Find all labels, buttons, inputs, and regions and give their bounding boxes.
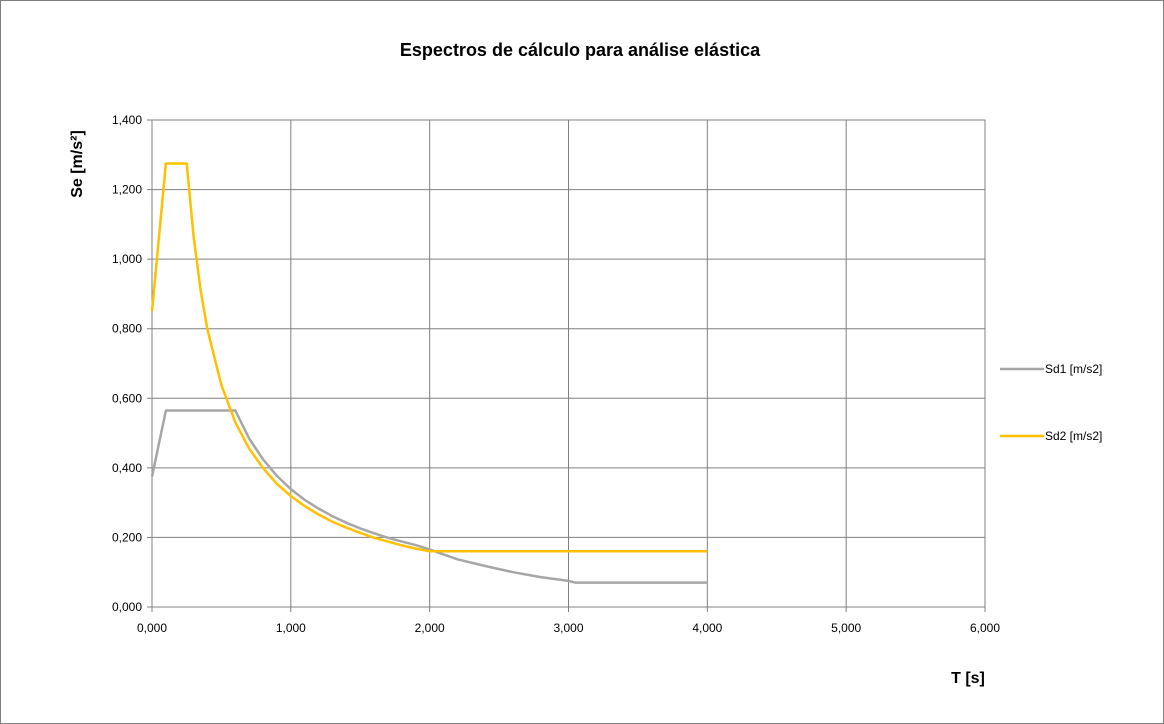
x-tick-label: 6,000	[970, 621, 1000, 635]
y-tick-label: 0,200	[112, 530, 142, 544]
legend-label-sd2: Sd2 [m/s2]	[1045, 429, 1102, 443]
y-tick-label: 0,400	[112, 461, 142, 475]
y-tick-label: 0,000	[112, 600, 142, 614]
x-tick-label: 1,000	[276, 621, 306, 635]
axis-ticks: 0,000 1,000 2,000 3,000 4,000 5,000 6,000 0,000…	[112, 113, 1000, 635]
y-axis-label: Se [m/s²]	[69, 130, 86, 198]
y-tick-label: 0,600	[112, 391, 142, 405]
x-axis-label: T [s]	[951, 670, 985, 687]
y-tick-label: 1,000	[112, 252, 142, 266]
legend-label-sd1: Sd1 [m/s2]	[1045, 362, 1102, 376]
x-tick-label: 5,000	[831, 621, 861, 635]
x-tick-label: 0,000	[137, 621, 167, 635]
legend: Sd1 [m/s2] Sd2 [m/s2]	[1000, 362, 1102, 443]
x-tick-label: 4,000	[692, 621, 722, 635]
series-line-sd1	[150, 409, 708, 584]
series-line-sd2	[150, 162, 708, 553]
chart-title: Espectros de cálculo para análise elásti…	[400, 40, 761, 60]
y-tick-label: 1,200	[112, 183, 142, 197]
y-tick-label: 1,400	[112, 113, 142, 127]
grid	[151, 119, 986, 608]
x-tick-label: 3,000	[553, 621, 583, 635]
series-lines	[150, 162, 708, 584]
y-tick-label: 0,800	[112, 322, 142, 336]
x-tick-label: 2,000	[415, 621, 445, 635]
